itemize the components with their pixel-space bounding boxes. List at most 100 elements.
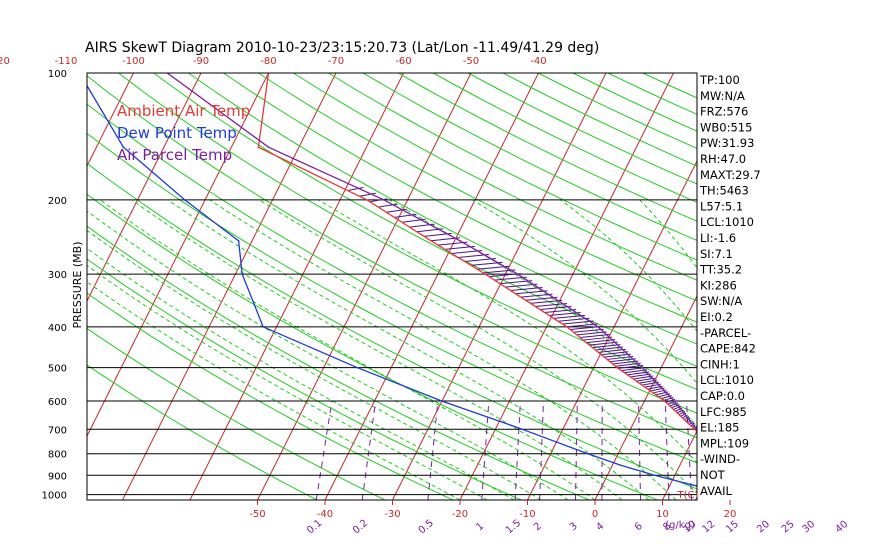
moist-adiabat-line <box>87 264 488 500</box>
cape-hatch-line <box>549 311 581 316</box>
data-point <box>653 474 656 477</box>
cape-hatch-line <box>544 309 577 314</box>
data-point <box>383 199 385 201</box>
pressure-tick-label: 400 <box>48 323 67 334</box>
index-label: LFC:985 <box>700 405 747 419</box>
mixing-ratio-label: 12 <box>700 519 717 536</box>
cape-hatch-line <box>630 373 652 378</box>
top-temp-tick-label: -60 <box>395 56 411 67</box>
cape-hatch-line <box>378 203 398 208</box>
mixing-ratio-line <box>315 400 333 500</box>
data-point <box>566 326 568 328</box>
dry-adiabat-line <box>642 73 697 99</box>
pressure-tick-label: 800 <box>48 450 67 461</box>
cape-hatch-line <box>530 299 563 304</box>
index-label: MPL:109 <box>700 436 749 450</box>
dry-adiabat-line <box>87 103 697 439</box>
pressure-tick-label: 700 <box>48 425 67 436</box>
moist-adiabat-line <box>87 247 515 500</box>
mixing-ratio-line <box>829 401 844 500</box>
cape-hatch-line <box>604 353 631 358</box>
index-label: MAXT:29.7 <box>700 168 761 182</box>
data-point <box>521 428 524 431</box>
index-label: LCL:1010 <box>700 373 754 387</box>
cape-hatch-line <box>586 339 616 344</box>
cape-hatch-line <box>589 341 618 346</box>
cape-hatch-line <box>676 409 684 414</box>
cape-hatch-line <box>566 323 598 328</box>
top-temp-tick-label: -50 <box>463 56 479 67</box>
data-point <box>241 273 243 275</box>
y-axis-label: PRESSURE (MB) <box>71 242 84 329</box>
mixing-ratio-line <box>361 400 377 500</box>
moist-adiabat-line <box>472 199 697 384</box>
top-temp-tick-label: -80 <box>260 56 276 67</box>
mixing-ratio-label: 1.5 <box>504 518 523 537</box>
data-point <box>692 484 695 487</box>
mixing-ratio-label: 8 <box>661 521 673 534</box>
isotherm-line <box>87 73 134 168</box>
data-point <box>735 494 737 496</box>
isotherm-line <box>865 73 870 500</box>
mixing-ratio-label: 4 <box>594 521 606 534</box>
dry-adiabat-line <box>502 73 697 167</box>
data-point <box>738 484 740 486</box>
bottom-temp-tick-label: -30 <box>384 509 400 520</box>
mixing-ratio-line <box>427 401 439 500</box>
pressure-tick-label: 900 <box>48 471 67 482</box>
legend-air-parcel-temp: Air Parcel Temp <box>117 146 232 164</box>
cape-hatch-line <box>488 273 522 278</box>
dry-adiabat-line <box>87 162 697 490</box>
data-point <box>356 366 359 369</box>
bottom-temp-tick-label: -40 <box>317 509 333 520</box>
cape-hatch-line <box>505 283 538 288</box>
moist-adiabat-line <box>131 199 623 500</box>
pressure-tick-label: 200 <box>48 196 67 207</box>
data-point <box>764 484 766 486</box>
data-point <box>484 273 487 275</box>
moist-adiabat-line <box>167 199 650 500</box>
data-point <box>122 146 125 148</box>
cape-hatch-line <box>515 290 548 295</box>
pressure-tick-label: 100 <box>48 69 67 80</box>
data-point <box>587 452 589 455</box>
index-label: CINH:1 <box>700 357 740 371</box>
data-point <box>618 464 621 466</box>
top-temp-tick-label: -110 <box>55 56 78 67</box>
mixing-ratio-label: 30 <box>800 519 817 536</box>
cape-hatch-line <box>369 198 388 203</box>
cape-hatch-line <box>684 416 690 421</box>
cape-hatch-line <box>595 346 624 351</box>
mixing-ratio-line <box>575 401 578 500</box>
cape-hatch-line <box>618 364 644 369</box>
data-point <box>730 475 732 477</box>
index-label: TT:35.2 <box>699 263 742 277</box>
mixing-ratio-line <box>755 401 765 500</box>
mixing-ratio-label: 0.2 <box>351 518 370 537</box>
data-point <box>262 326 264 328</box>
dry-adiabat-line <box>153 73 697 367</box>
mixing-ratio-label: 0.1 <box>305 518 324 537</box>
data-point <box>797 496 799 498</box>
mixing-ratio-line <box>779 401 790 500</box>
index-label: MW:N/A <box>700 89 745 103</box>
bottom-temp-tick-label: 0 <box>592 509 598 520</box>
cape-hatch-line <box>540 306 572 311</box>
data-point <box>184 199 186 201</box>
bottom-temp-tick-label: -10 <box>519 509 535 520</box>
data-point <box>641 366 644 369</box>
data-point <box>366 199 368 201</box>
data-point <box>748 475 750 477</box>
bottom-temp-tick-label: -50 <box>249 509 265 520</box>
index-label: LCL:1010 <box>700 215 754 229</box>
moist-adiabat-line <box>87 281 461 500</box>
dry-adiabat-line <box>258 73 697 302</box>
pressure-tick-label: 300 <box>48 270 67 281</box>
mixing-ratio-line <box>638 401 642 500</box>
isotherm-line <box>798 73 870 500</box>
cape-hatch-line <box>609 358 636 363</box>
dry-adiabat-line <box>87 75 697 414</box>
mixing-ratio-label: 3 <box>568 521 580 534</box>
data-point <box>79 72 81 74</box>
